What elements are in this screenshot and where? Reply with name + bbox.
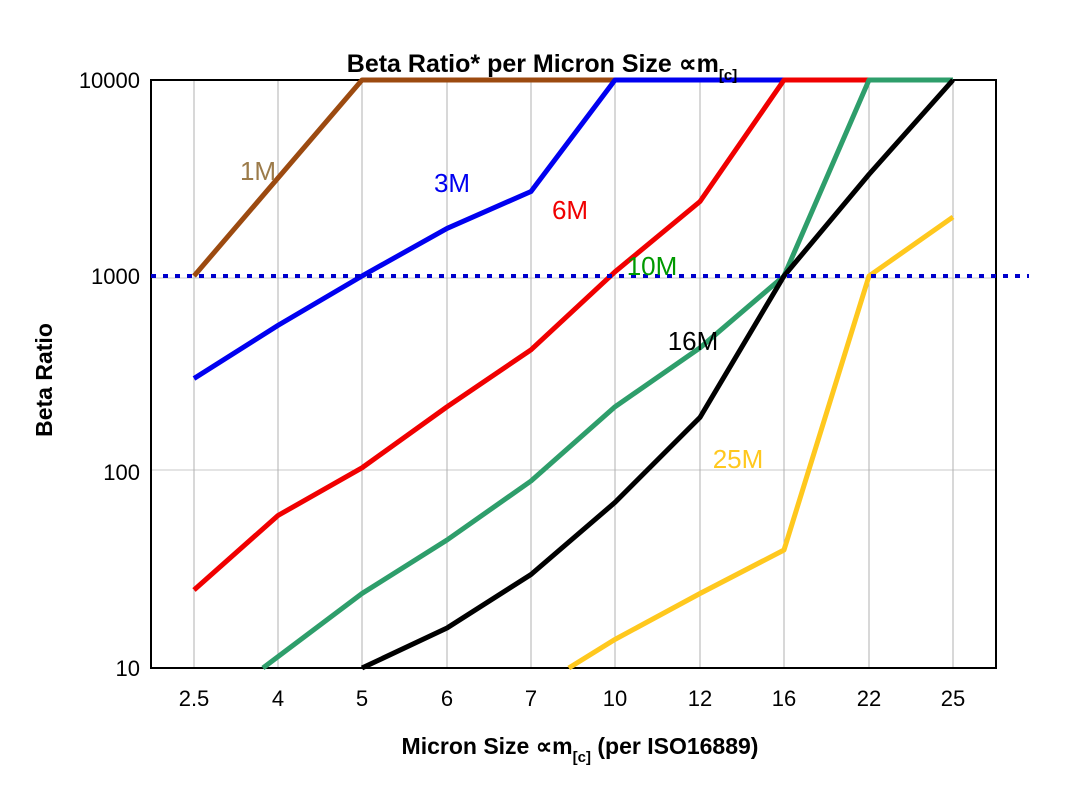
x-axis-title-part1: Micron Size [402, 733, 536, 759]
series-line-3m [192, 77, 953, 381]
series-line-25m [567, 214, 955, 671]
x-axis-title: Micron Size ∝m[c] (per ISO16889) [402, 733, 759, 766]
x-tick-label: 10 [603, 686, 627, 711]
x-tick-label: 25 [941, 686, 965, 711]
y-tick-label: 100 [103, 460, 140, 485]
chart-title-symbol: ∝m [679, 50, 719, 78]
series-labels: 1M 3M 6M 10M 16M 25M [240, 156, 763, 474]
x-axis-title-part2: (per ISO16889) [591, 733, 758, 759]
series-label-6m: 6M [552, 195, 588, 225]
plot-area-background [151, 80, 996, 668]
series-line-6m [192, 77, 953, 592]
y-axis-title: Beta Ratio [31, 323, 57, 437]
x-tick-label: 22 [857, 686, 881, 711]
series-label-10m: 10M [627, 251, 678, 281]
chart-title-subscript: [c] [719, 67, 737, 84]
y-tick-label: 10000 [79, 68, 140, 93]
series-label-1m: 1M [240, 156, 276, 186]
y-tick-label: 10 [116, 656, 140, 681]
x-tick-label: 4 [272, 686, 284, 711]
series-label-3m: 3M [434, 168, 470, 198]
y-axis-tick-labels: 10000 1000 100 10 [79, 68, 140, 681]
x-axis-title-subscript: [c] [573, 749, 591, 766]
x-tick-label: 2.5 [179, 686, 210, 711]
x-tick-label: 16 [772, 686, 796, 711]
x-tick-label: 12 [688, 686, 712, 711]
series-line-10m [261, 77, 953, 670]
chart-title-main: Beta Ratio* per Micron Size [347, 50, 679, 78]
x-tick-label: 6 [441, 686, 453, 711]
y-tick-label: 1000 [91, 264, 140, 289]
series-label-16m: 16M [668, 326, 719, 356]
vertical-gridlines [193, 80, 954, 668]
data-series-layer [192, 77, 955, 671]
series-label-25m: 25M [713, 444, 764, 474]
series-line-16m [360, 78, 955, 671]
x-tick-label: 5 [356, 686, 368, 711]
x-tick-label: 7 [525, 686, 537, 711]
chart-title: Beta Ratio* per Micron Size ∝m[c] [347, 50, 737, 84]
x-axis-tick-labels: 2.5 4 5 6 7 10 12 16 22 25 [179, 686, 966, 711]
x-axis-title-symbol: ∝m [536, 733, 573, 759]
